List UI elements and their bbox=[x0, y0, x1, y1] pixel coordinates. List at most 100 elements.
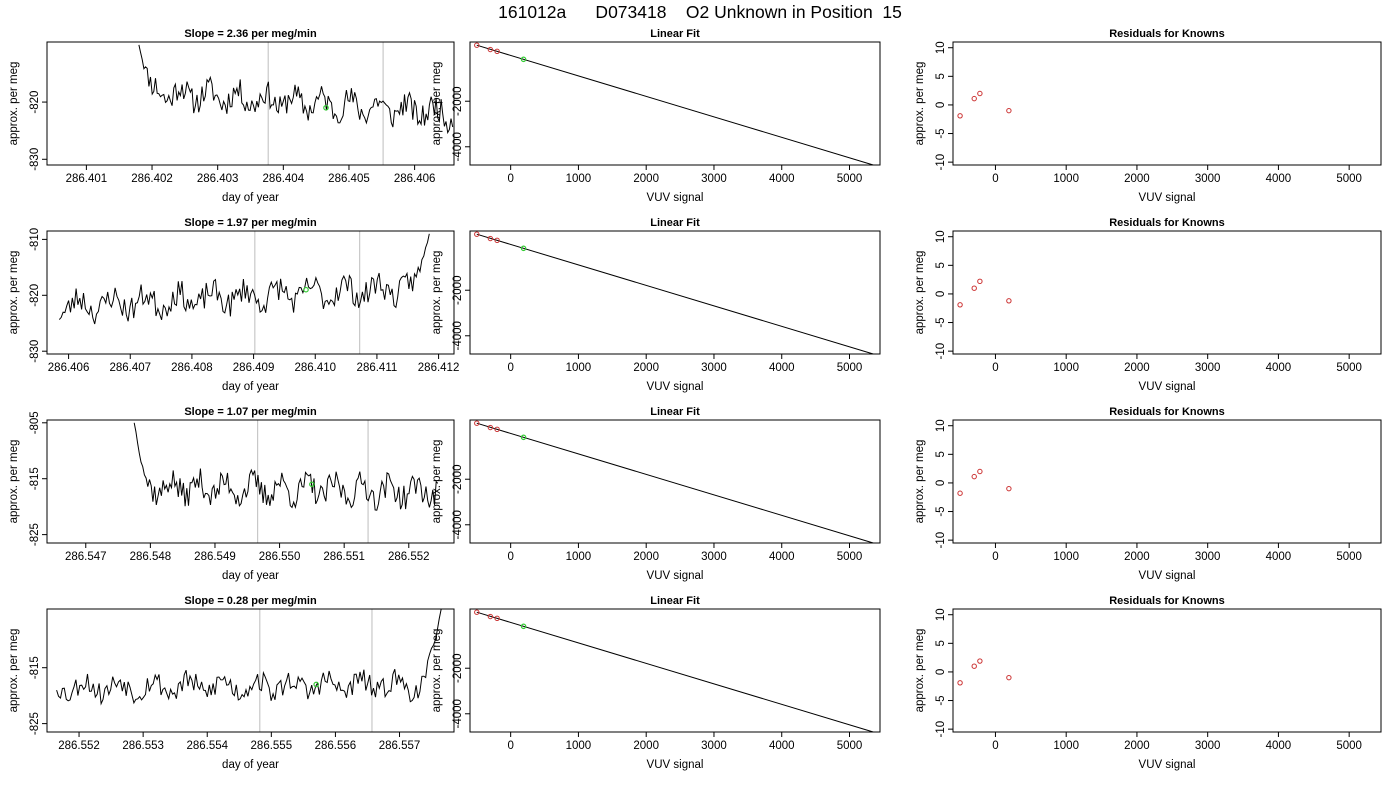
y-tick-label: -810 bbox=[29, 228, 41, 251]
chart-panel-12: Residuals for Knowns 0 1000 2000 3000 4000 500… bbox=[914, 595, 1382, 771]
x-tick-label: 2000 bbox=[1124, 362, 1150, 374]
y-tick-label: -815 bbox=[29, 467, 41, 490]
panel-title: Residuals for Knowns bbox=[1109, 217, 1225, 229]
x-tick-label: 0 bbox=[992, 362, 998, 374]
x-axis-label: VUV signal bbox=[1139, 381, 1196, 393]
x-tick-label: 286.556 bbox=[315, 740, 357, 752]
x-tick-label: 286.547 bbox=[65, 551, 107, 563]
x-tick-label: 286.406 bbox=[394, 173, 436, 185]
data-point bbox=[971, 473, 977, 480]
chart-panel-4: Slope = 1.97 per meg/min 286.406 286.407 28… bbox=[8, 217, 459, 393]
x-tick-label: 286.402 bbox=[131, 173, 173, 185]
chart-panel-9: Residuals for Knowns 0 1000 2000 3000 4000 500… bbox=[914, 406, 1382, 582]
y-tick-label: -820 bbox=[29, 91, 41, 114]
data-point bbox=[1006, 107, 1012, 114]
y-axis-label: approx. per meg bbox=[431, 251, 443, 335]
unknown-marker bbox=[520, 623, 527, 630]
y-tick-label: 10 bbox=[935, 608, 947, 621]
data-point bbox=[474, 420, 480, 426]
y-axis-label: approx. per meg bbox=[8, 440, 20, 524]
x-tick-label: 286.412 bbox=[418, 362, 460, 374]
y-tick-label: -830 bbox=[29, 340, 41, 363]
data-point bbox=[971, 285, 977, 291]
x-tick-label: 286.408 bbox=[171, 362, 213, 374]
y-axis-label: approx. per meg bbox=[914, 629, 926, 713]
x-tick-label: 0 bbox=[507, 740, 513, 752]
y-tick-label: -2000 bbox=[452, 87, 464, 116]
y-tick-label: -10 bbox=[935, 721, 947, 738]
y-tick-label: -5 bbox=[935, 506, 947, 516]
x-tick-label: 4000 bbox=[769, 551, 795, 563]
y-tick-label: -10 bbox=[935, 154, 947, 171]
panel-title: Residuals for Knowns bbox=[1109, 28, 1225, 40]
y-tick-label: -825 bbox=[29, 712, 41, 735]
x-tick-label: 286.553 bbox=[122, 740, 164, 752]
y-axis-label: approx. per meg bbox=[431, 62, 443, 146]
x-tick-label: 4000 bbox=[1266, 551, 1292, 563]
x-tick-label: 286.552 bbox=[388, 551, 430, 563]
x-tick-label: 2000 bbox=[633, 551, 659, 563]
x-tick-label: 2000 bbox=[633, 362, 659, 374]
y-axis-label: approx. per meg bbox=[8, 629, 20, 713]
y-tick-label: -815 bbox=[29, 656, 41, 679]
y-axis-label: approx. per meg bbox=[431, 440, 443, 524]
y-tick-label: -4000 bbox=[452, 321, 464, 350]
x-tick-label: 5000 bbox=[837, 173, 863, 185]
y-tick-label: -10 bbox=[935, 343, 947, 360]
x-tick-label: 3000 bbox=[701, 740, 727, 752]
x-tick-label: 5000 bbox=[837, 740, 863, 752]
plot-frame bbox=[46, 41, 455, 166]
plot-frame bbox=[469, 419, 881, 544]
x-axis-label: VUV signal bbox=[647, 759, 704, 771]
y-tick-label: -5 bbox=[935, 317, 947, 327]
x-tick-label: 5000 bbox=[1336, 173, 1362, 185]
chart-panel-10: Slope = 0.28 per meg/min 286.552 286.553 28… bbox=[8, 595, 455, 771]
x-tick-label: 4000 bbox=[769, 362, 795, 374]
x-tick-label: 0 bbox=[507, 362, 513, 374]
data-point bbox=[977, 90, 983, 97]
data-point bbox=[494, 426, 500, 433]
y-tick-label: 5 bbox=[935, 73, 947, 79]
x-tick-label: 0 bbox=[507, 173, 513, 185]
y-tick-label: -4000 bbox=[452, 132, 464, 161]
chart-panel-6: Residuals for Knowns 0 1000 2000 3000 4000 500… bbox=[914, 217, 1382, 393]
data-point bbox=[977, 278, 983, 285]
trace-line bbox=[138, 44, 454, 135]
x-axis-label: VUV signal bbox=[1139, 192, 1196, 204]
x-tick-label: 2000 bbox=[1124, 173, 1150, 185]
x-tick-label: 4000 bbox=[769, 740, 795, 752]
chart-panel-2: Linear Fit 0 1000 2000 3000 4000 5000 -4000 -200… bbox=[431, 28, 881, 204]
x-tick-label: 5000 bbox=[837, 551, 863, 563]
x-tick-label: 1000 bbox=[1053, 362, 1079, 374]
plot-frame bbox=[952, 608, 1382, 733]
x-axis-label: VUV signal bbox=[647, 381, 704, 393]
x-tick-label: 286.550 bbox=[259, 551, 301, 563]
fit-line bbox=[476, 233, 874, 355]
chart-panel-5: Linear Fit 0 1000 2000 3000 4000 5000 -4000 -200… bbox=[431, 217, 881, 393]
x-tick-label: 0 bbox=[992, 740, 998, 752]
y-tick-label: -825 bbox=[29, 523, 41, 546]
y-tick-label: 5 bbox=[935, 262, 947, 268]
x-tick-label: 286.548 bbox=[130, 551, 172, 563]
plot-frame bbox=[46, 230, 455, 355]
x-tick-label: 286.411 bbox=[357, 362, 398, 374]
y-tick-label: -4000 bbox=[452, 510, 464, 539]
x-tick-label: 286.410 bbox=[294, 362, 336, 374]
x-tick-label: 4000 bbox=[1266, 362, 1292, 374]
panel-title: Slope = 2.36 per meg/min bbox=[184, 28, 317, 40]
unknown-marker bbox=[309, 481, 315, 488]
x-tick-label: 0 bbox=[507, 551, 513, 563]
x-tick-label: 286.406 bbox=[48, 362, 90, 374]
y-tick-label: -820 bbox=[29, 284, 41, 307]
y-tick-label: -10 bbox=[935, 532, 947, 549]
x-tick-label: 3000 bbox=[1195, 173, 1221, 185]
x-tick-label: 4000 bbox=[1266, 740, 1292, 752]
data-point bbox=[487, 613, 494, 620]
y-tick-label: 5 bbox=[935, 640, 947, 646]
x-axis-label: day of year bbox=[222, 759, 279, 771]
panel-title: Slope = 0.28 per meg/min bbox=[184, 595, 317, 607]
y-tick-label: -2000 bbox=[452, 276, 464, 305]
x-tick-label: 1000 bbox=[1053, 740, 1079, 752]
x-tick-label: 4000 bbox=[1266, 173, 1292, 185]
x-tick-label: 5000 bbox=[1336, 362, 1362, 374]
